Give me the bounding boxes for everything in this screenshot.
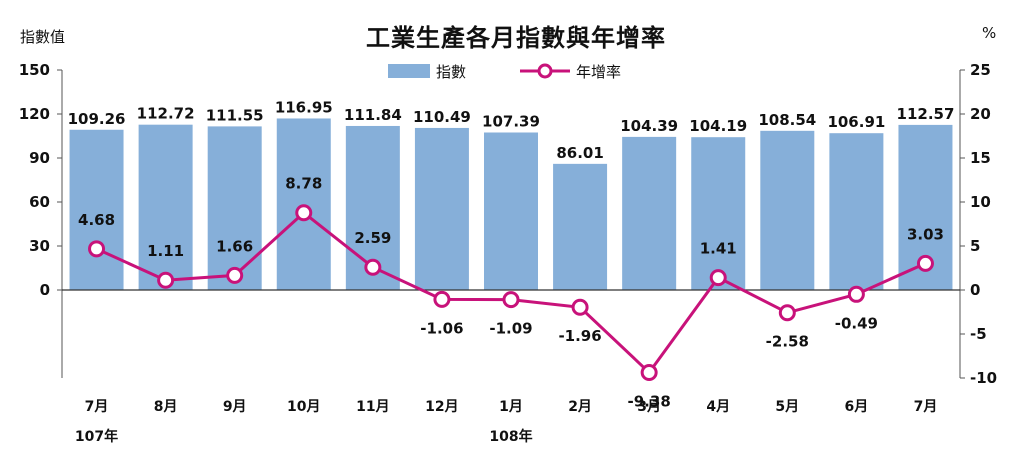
rate-point bbox=[778, 304, 796, 322]
index-bar-label: 104.39 bbox=[620, 117, 678, 135]
right-tick-label: 0 bbox=[970, 281, 980, 299]
index-bar-label: 107.39 bbox=[482, 112, 540, 130]
rate-point-label: 1.41 bbox=[700, 240, 737, 258]
legend-label-rate: 年增率 bbox=[576, 63, 621, 81]
right-tick-label: 10 bbox=[970, 193, 991, 211]
rate-point bbox=[709, 269, 727, 287]
rate-point-label: 8.78 bbox=[285, 175, 322, 193]
rate-point bbox=[364, 258, 382, 276]
rate-point bbox=[916, 254, 934, 272]
right-tick-label: -5 bbox=[970, 325, 987, 343]
rate-point bbox=[847, 285, 865, 303]
x-tick-label: 11月 bbox=[356, 399, 389, 415]
rate-point-label: 2.59 bbox=[354, 229, 391, 247]
index-bar-label: 86.01 bbox=[556, 144, 603, 162]
index-bar bbox=[138, 124, 193, 290]
index-bar bbox=[207, 126, 262, 290]
rate-point bbox=[502, 291, 520, 309]
left-tick-label: 60 bbox=[29, 193, 50, 211]
index-bar-label: 111.84 bbox=[344, 106, 402, 124]
year-label: 107年 bbox=[75, 428, 118, 445]
rate-line-series bbox=[88, 204, 934, 382]
right-tick-label: 5 bbox=[970, 237, 980, 255]
index-bar-label: 109.26 bbox=[68, 110, 126, 128]
left-tick-label: 120 bbox=[19, 105, 50, 123]
rate-point bbox=[640, 364, 658, 382]
rate-point-label: -1.96 bbox=[558, 327, 601, 345]
right-tick-label: 20 bbox=[970, 105, 991, 123]
rate-point-label: 1.66 bbox=[216, 237, 253, 255]
left-axis-title: 指數值 bbox=[20, 28, 65, 46]
index-bar-label: 112.72 bbox=[137, 105, 195, 123]
index-bar bbox=[69, 129, 124, 290]
rate-point bbox=[571, 298, 589, 316]
x-tick-label: 10月 bbox=[287, 399, 320, 415]
rate-point bbox=[226, 266, 244, 284]
index-bar-label: 104.19 bbox=[689, 117, 747, 135]
x-tick-label: 8月 bbox=[154, 399, 178, 415]
right-tick-label: -10 bbox=[970, 369, 997, 387]
year-label: 108年 bbox=[489, 428, 532, 445]
index-bar bbox=[414, 127, 469, 290]
x-tick-label: 7月 bbox=[914, 399, 938, 415]
rate-point-label: -1.06 bbox=[420, 319, 463, 337]
x-tick-label: 9月 bbox=[223, 399, 247, 415]
index-bar bbox=[760, 130, 815, 290]
index-bar-label: 116.95 bbox=[275, 98, 333, 116]
index-bar bbox=[622, 136, 677, 290]
x-axis: 7月 8月 9月 10月 11月 12月 1月 2月 3月 4月 5月 6月 7月 107年 108年 bbox=[75, 399, 937, 445]
rate-point-label: -9.38 bbox=[628, 393, 671, 411]
index-bar-label: 111.55 bbox=[206, 106, 264, 124]
x-tick-label: 4月 bbox=[706, 399, 730, 415]
legend-marker-rate bbox=[537, 63, 553, 79]
x-tick-label: 7月 bbox=[85, 399, 109, 415]
legend: 指數 年增率 bbox=[388, 63, 621, 81]
index-bar-label: 108.54 bbox=[758, 111, 816, 129]
index-bar-label: 106.91 bbox=[827, 113, 885, 131]
left-tick-label: 30 bbox=[29, 237, 50, 255]
x-tick-label: 5月 bbox=[775, 399, 799, 415]
left-axis: 0 30 60 90 120 150 bbox=[19, 61, 63, 378]
index-bar bbox=[553, 163, 608, 290]
rate-point bbox=[157, 271, 175, 289]
rate-point bbox=[295, 204, 313, 222]
x-tick-label: 3月 bbox=[637, 399, 661, 415]
right-axis-title: % bbox=[982, 24, 996, 42]
rate-point-label: -2.58 bbox=[766, 333, 809, 351]
rate-point-label: -1.09 bbox=[489, 320, 532, 338]
legend-swatch-index bbox=[388, 64, 430, 78]
rate-label-group: 4.68 1.11 1.66 8.78 2.59 -1.06 -1.09 -1.96 -9.38… bbox=[78, 175, 944, 411]
bar-series bbox=[69, 118, 953, 291]
right-axis: -10 -5 0 5 10 15 20 25 bbox=[959, 61, 997, 387]
left-tick-label: 150 bbox=[19, 61, 50, 79]
left-tick-label: 0 bbox=[40, 281, 50, 299]
index-bar-label: 110.49 bbox=[413, 108, 471, 126]
rate-point bbox=[433, 290, 451, 308]
x-tick-label: 12月 bbox=[425, 399, 458, 415]
rate-point bbox=[88, 240, 106, 258]
legend-label-index: 指數 bbox=[436, 63, 466, 81]
index-bar bbox=[691, 137, 746, 290]
right-tick-label: 15 bbox=[970, 149, 991, 167]
left-tick-label: 90 bbox=[29, 149, 50, 167]
chart-title: 工業生產各月指數與年增率 bbox=[366, 23, 666, 52]
index-bar bbox=[829, 133, 884, 290]
rate-point-label: 1.11 bbox=[147, 242, 184, 260]
x-tick-label: 6月 bbox=[845, 399, 869, 415]
bar-label-group: 109.26 112.72 111.55 116.95 111.84 110.49 107.… bbox=[68, 98, 955, 161]
x-tick-label: 1月 bbox=[499, 399, 523, 415]
right-tick-label: 25 bbox=[970, 61, 991, 79]
index-bar bbox=[484, 132, 538, 290]
rate-point-label: 4.68 bbox=[78, 211, 115, 229]
x-tick-label: 2月 bbox=[568, 399, 592, 415]
index-bar-label: 112.57 bbox=[897, 105, 955, 123]
rate-point-label: 3.03 bbox=[907, 225, 944, 243]
rate-point-label: -0.49 bbox=[835, 314, 878, 332]
